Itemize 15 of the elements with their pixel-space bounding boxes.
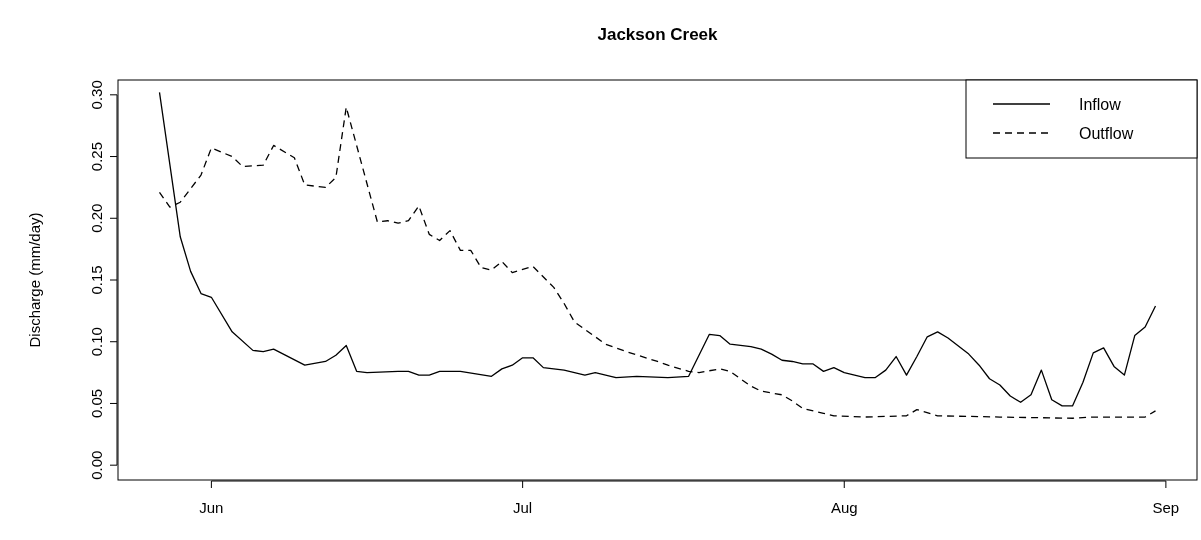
y-tick-label: 0.20 <box>88 203 105 233</box>
y-axis-title: Discharge (mm/day) <box>26 212 43 348</box>
y-tick-label: 0.10 <box>88 327 105 357</box>
legend-label: Outflow <box>1079 125 1134 142</box>
y-tick-label: 0.05 <box>88 388 105 419</box>
y-tick-label: 0.00 <box>88 450 105 480</box>
x-tick-label: Jun <box>199 499 224 516</box>
y-tick-label: 0.25 <box>88 141 105 172</box>
y-tick-label: 0.15 <box>88 265 105 295</box>
chart-title: Jackson Creek <box>597 25 719 44</box>
x-tick-label: Sep <box>1152 499 1180 516</box>
legend-label: Inflow <box>1079 96 1122 113</box>
x-tick-label: Jul <box>513 499 533 516</box>
y-tick-label: 0.30 <box>88 80 105 110</box>
x-tick-label: Aug <box>830 499 858 516</box>
